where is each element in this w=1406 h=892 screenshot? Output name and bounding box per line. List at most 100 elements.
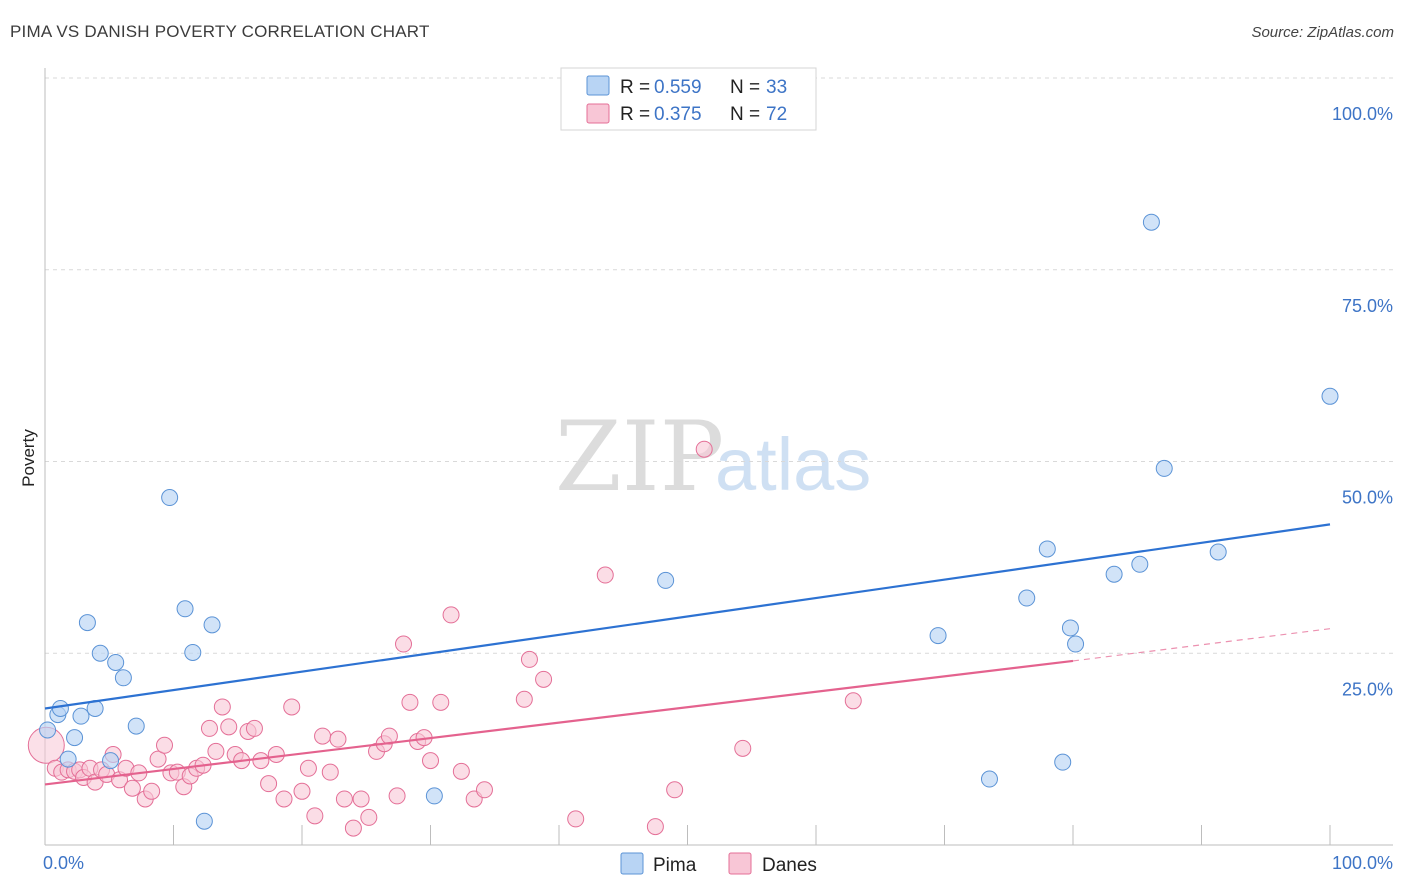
danes-points — [27, 440, 862, 837]
danes-point — [515, 690, 533, 708]
pima-point — [102, 752, 120, 770]
legend-danes-r-label: R = — [620, 104, 650, 125]
pima-point — [1067, 635, 1085, 653]
x-tick-label-100: 100.0% — [1332, 853, 1393, 873]
pima-point — [980, 770, 998, 788]
pima-point — [929, 627, 947, 645]
pima-point — [176, 600, 194, 618]
pima-point — [657, 571, 675, 589]
trend-lines — [44, 523, 1331, 786]
danes-point — [844, 692, 862, 710]
pima-point — [1018, 589, 1036, 607]
danes-trend-extension — [1072, 628, 1331, 662]
bottom-legend-pima: Pima — [653, 855, 697, 876]
source-label: Source: ZipAtlas.com — [1251, 24, 1394, 41]
danes-point — [352, 790, 370, 808]
pima-point — [1321, 387, 1339, 405]
danes-point — [596, 566, 614, 584]
pima-point — [161, 489, 179, 507]
y-tick-label-50: 50.0% — [1342, 488, 1393, 508]
danes-point — [275, 790, 293, 808]
pima-point — [107, 653, 125, 671]
pima-point — [127, 717, 145, 735]
pima-point — [51, 699, 69, 717]
watermark-atlas: atlas — [715, 423, 871, 506]
correlation-legend: R = 0.559 N = 33 R = 0.375 N = 72 — [560, 67, 817, 131]
y-axis-label: Poverty — [19, 429, 38, 487]
danes-point — [335, 790, 353, 808]
danes-point — [267, 745, 285, 763]
danes-point — [306, 807, 324, 825]
danes-point — [200, 719, 218, 737]
danes-point — [360, 808, 378, 826]
danes-point — [395, 635, 413, 653]
legend-pima-r-label: R = — [620, 77, 650, 98]
grid-lines — [45, 77, 1393, 654]
y-tick-label-75: 75.0% — [1342, 296, 1393, 316]
danes-point — [207, 742, 225, 760]
pima-point — [91, 644, 109, 662]
pima-trend-line — [44, 523, 1331, 710]
danes-point — [442, 606, 460, 624]
legend-danes-n-value: 72 — [766, 104, 787, 125]
danes-point — [220, 718, 238, 736]
pima-point — [425, 787, 443, 805]
pima-point — [1155, 459, 1173, 477]
pima-point — [195, 812, 213, 830]
pima-point — [1142, 213, 1160, 231]
pima-point — [1038, 540, 1056, 558]
pima-point — [59, 750, 77, 768]
tick-labels: 25.0% 50.0% 75.0% 100.0% 0.0% 100.0% — [43, 104, 1393, 873]
danes-point — [283, 698, 301, 716]
danes-point — [260, 775, 278, 793]
pima-point — [1105, 565, 1123, 583]
danes-trend-line — [44, 659, 1074, 786]
bottom-legend-swatch-pima — [620, 852, 644, 875]
danes-point — [344, 819, 362, 837]
pima-point — [78, 614, 96, 632]
pima-point — [1131, 555, 1149, 573]
chart-title: PIMA VS DANISH POVERTY CORRELATION CHART — [10, 22, 430, 41]
watermark-zip: ZIP — [555, 401, 724, 513]
x-tick-label-0: 0.0% — [43, 853, 84, 873]
legend-danes-n-label: N = — [730, 104, 760, 125]
danes-point — [149, 750, 167, 768]
danes-point — [213, 698, 231, 716]
danes-point — [401, 693, 419, 711]
danes-point — [695, 440, 713, 458]
danes-point — [452, 762, 470, 780]
danes-point — [314, 727, 332, 745]
danes-point — [299, 759, 317, 777]
pima-point — [184, 643, 202, 661]
danes-point — [432, 693, 450, 711]
y-tick-label-100: 100.0% — [1332, 104, 1393, 124]
danes-point — [156, 736, 174, 754]
legend-pima-n-label: N = — [730, 77, 760, 98]
danes-point — [252, 752, 270, 770]
pima-point — [203, 616, 221, 634]
pima-point — [114, 669, 132, 687]
legend-pima-n-value: 33 — [766, 77, 787, 98]
pima-point — [72, 707, 90, 725]
danes-point — [293, 782, 311, 800]
danes-point — [321, 763, 339, 781]
danes-point — [143, 782, 161, 800]
legend-swatch-pima — [586, 75, 610, 96]
danes-point — [666, 781, 684, 799]
pima-points — [39, 213, 1339, 830]
danes-point — [329, 730, 347, 748]
bottom-legend-swatch-danes — [728, 852, 752, 875]
danes-point — [520, 650, 538, 668]
danes-point — [535, 670, 553, 688]
danes-point — [123, 779, 141, 797]
bottom-legend-danes: Danes — [762, 855, 817, 876]
legend-danes-r-value: 0.375 — [654, 104, 702, 125]
pima-point — [66, 729, 84, 747]
axes — [44, 68, 1393, 846]
pima-point — [1061, 619, 1079, 637]
danes-point — [245, 719, 263, 737]
danes-point — [567, 810, 585, 828]
danes-point — [422, 752, 439, 770]
pima-point — [39, 721, 57, 739]
